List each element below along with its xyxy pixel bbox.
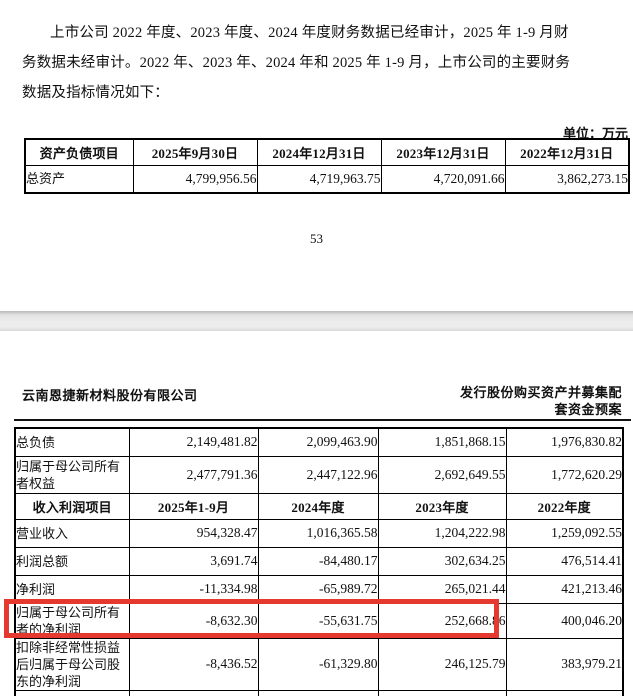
cell-value: 4,719,963.75 [256,164,382,194]
column-header: 2025年1-9月 [128,492,259,520]
cell-value: -8,632.30 [128,602,259,639]
table-header-row: 资产负债项目 2025年9月30日 2024年12月31日 2023年12月31… [24,138,630,166]
cell-value: 2,149,481.82 [128,427,259,457]
column-header: 收入利润项目 [14,492,130,520]
header-rule [14,419,631,421]
column-header: 资产负债项目 [24,138,134,166]
cell-value: 2,099,463.90 [257,427,379,457]
cell-value: -11,334.98 [128,574,259,604]
table-row: 总资产 4,799,956.56 4,719,963.75 4,720,091.… [24,164,630,194]
cell-value: 2,692,649.55 [377,455,507,494]
row-label: 总负债 [14,427,130,457]
table-row: 扣除非经常性损益后归属于母公司股东的净利润 -8,436.52 -61,329.… [14,637,624,691]
cell-value: 400,046.20 [505,602,624,639]
column-header: 2025年9月30日 [132,138,258,166]
cell-value: 4,799,956.56 [132,164,258,194]
column-header: 2023年度 [377,492,507,520]
company-name-header: 云南恩捷新材料股份有限公司 [22,388,198,403]
table-header-row: 收入利润项目 2025年1-9月 2024年度 2023年度 2022年度 [14,492,624,520]
row-label: 利润总额 [14,546,130,576]
cell-value: 265,021.44 [377,574,507,604]
column-header: 2023年12月31日 [380,138,506,166]
cell-value: 954,328.47 [128,518,259,548]
cell-value: 1,772,620.29 [505,455,624,494]
paragraph-line: 数据及指标情况如下： [22,85,169,101]
highlight-annotation-box [4,599,499,638]
table-row: 净利润 -11,334.98 -65,989.72 265,021.44 421… [14,574,624,604]
cell-value: 246,125.79 [377,637,507,691]
row-label: 扣除非经常性损益后归属于母公司股东的净利润 [14,637,130,691]
column-header: 2022年12月31日 [504,138,630,166]
table-row: 归属于母公司所有者权益 2,477,791.36 2,447,122.96 2,… [14,455,624,494]
row-label: 营业收入 [14,518,130,548]
cell-value: 421,213.46 [505,574,624,604]
cell-value: -84,480.17 [257,546,379,576]
column-header: 2024年度 [257,492,379,520]
cell-value: 2,477,791.36 [128,455,259,494]
row-label: 归属于母公司所有者的净利润 [14,602,130,639]
financial-data-table: 总负债 2,149,481.82 2,099,463.90 1,851,868.… [14,427,624,696]
cell-value: -55,631.75 [257,602,379,639]
cell-value: 1,851,868.15 [377,427,507,457]
cell-value: 1,204,222.98 [377,518,507,548]
balance-sheet-table: 资产负债项目 2025年9月30日 2024年12月31日 2023年12月31… [24,138,630,194]
cell-value: -65,989.72 [257,574,379,604]
table-row: 营业收入 954,328.47 1,016,365.58 1,204,222.9… [14,518,624,548]
table-row-clipped [14,689,624,696]
cell-value: -61,329.80 [257,637,379,691]
cell-value: 1,016,365.58 [257,518,379,548]
table-row: 总负债 2,149,481.82 2,099,463.90 1,851,868.… [14,427,624,457]
paragraph-line: 上市公司 2022 年度、2023 年度、2024 年度财务数据已经审计，202… [50,25,569,41]
row-label: 总资产 [24,164,134,194]
document-title-line: 套资金预案 [554,402,622,417]
cell-value: 2,447,122.96 [257,455,379,494]
cell-value: 3,862,273.15 [504,164,630,194]
column-header: 2022年度 [505,492,624,520]
column-header: 2024年12月31日 [256,138,382,166]
cell-value: 3,691.74 [128,546,259,576]
cell-value: 302,634.25 [377,546,507,576]
cell-value: 1,976,830.82 [505,427,624,457]
row-label: 净利润 [14,574,130,604]
document-title-header: 发行股份购买资产并募集配 套资金预案 [460,384,622,418]
cell-value: -8,436.52 [128,637,259,691]
row-label: 归属于母公司所有者权益 [14,455,130,494]
unit-label: 单位：万元 [562,126,628,141]
cell-value: 383,979.21 [505,637,624,691]
cell-value: 476,514.41 [505,546,624,576]
table-row: 利润总额 3,691.74 -84,480.17 302,634.25 476,… [14,546,624,576]
cell-value: 4,720,091.66 [380,164,506,194]
cell-value: 1,259,092.55 [505,518,624,548]
page-number: 53 [310,231,323,246]
document-title-line: 发行股份购买资产并募集配 [459,385,622,400]
table-row-highlighted: 归属于母公司所有者的净利润 -8,632.30 -55,631.75 252,6… [14,602,624,639]
paragraph-line: 务数据未经审计。2022 年、2023 年、2024 年和 2025 年 1-9… [22,55,571,71]
page-separator [0,311,633,331]
